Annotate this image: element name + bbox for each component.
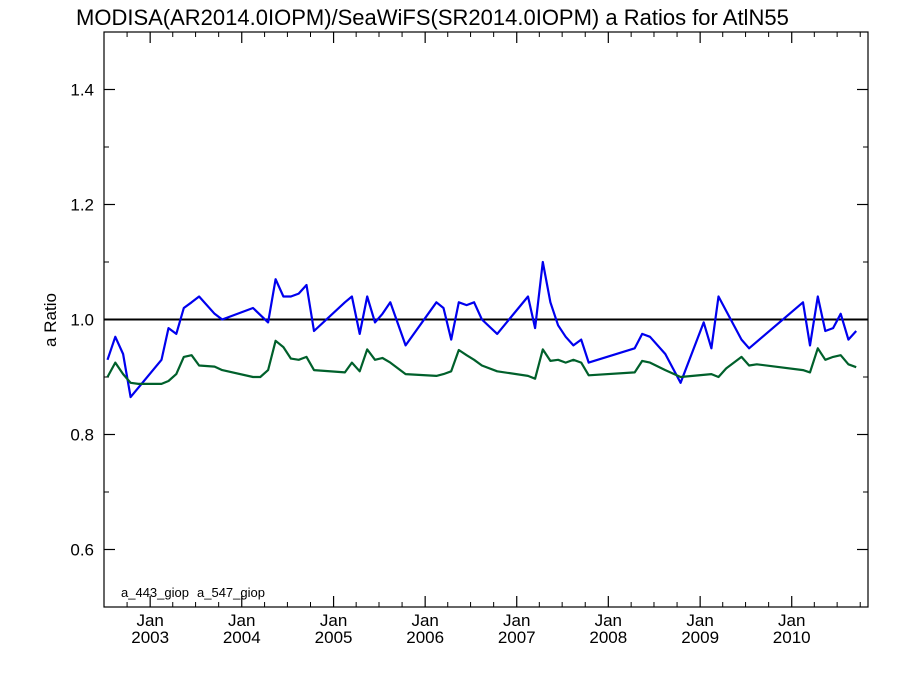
y-tick-label: 1.2: [70, 196, 94, 215]
x-tick-year-label: 2004: [223, 628, 261, 647]
y-axis: 0.6 0.8 1.0 1.2 1.4: [70, 81, 868, 560]
x-tick-year-label: 2007: [498, 628, 536, 647]
y-axis-label: a Ratio: [41, 293, 60, 347]
x-tick-month-label: Jan: [136, 611, 163, 630]
x-tick-month-label: Jan: [320, 611, 347, 630]
y-tick-label: 0.8: [70, 426, 94, 445]
legend-entry-a-443-giop: a_443_giop: [121, 585, 189, 600]
x-tick-year-label: 2006: [406, 628, 444, 647]
legend-entry-a-547-giop: a_547_giop: [197, 585, 265, 600]
x-axis: Jan2003Jan2004Jan2005Jan2006Jan2007Jan20…: [126, 32, 861, 647]
y-tick-label: 0.6: [70, 541, 94, 560]
series-line-a-547-giop: [106, 339, 857, 385]
y-tick-label: 1.0: [70, 311, 94, 330]
plot-area: 0.60.81.01.21.4 Jan2003Jan2004Jan2005Jan…: [70, 31, 869, 647]
x-tick-year-label: 2008: [589, 628, 627, 647]
y-tick-label: 1.4: [70, 81, 94, 100]
series-layer: [106, 260, 858, 399]
x-tick-month-label: Jan: [228, 611, 255, 630]
x-tick-year-label: 2003: [131, 628, 169, 647]
x-tick-year-label: 2005: [315, 628, 353, 647]
chart-title: MODISA(AR2014.0IOPM)/SeaWiFS(SR2014.0IOP…: [76, 5, 789, 30]
x-tick-month-label: Jan: [686, 611, 713, 630]
series-line-a-443-giop: [106, 260, 858, 399]
x-tick-month-label: Jan: [411, 611, 438, 630]
x-tick-year-label: 2010: [773, 628, 811, 647]
x-tick-year-label: 2009: [681, 628, 719, 647]
x-tick-month-label: Jan: [503, 611, 530, 630]
x-tick-month-label: Jan: [778, 611, 805, 630]
x-tick-month-label: Jan: [595, 611, 622, 630]
